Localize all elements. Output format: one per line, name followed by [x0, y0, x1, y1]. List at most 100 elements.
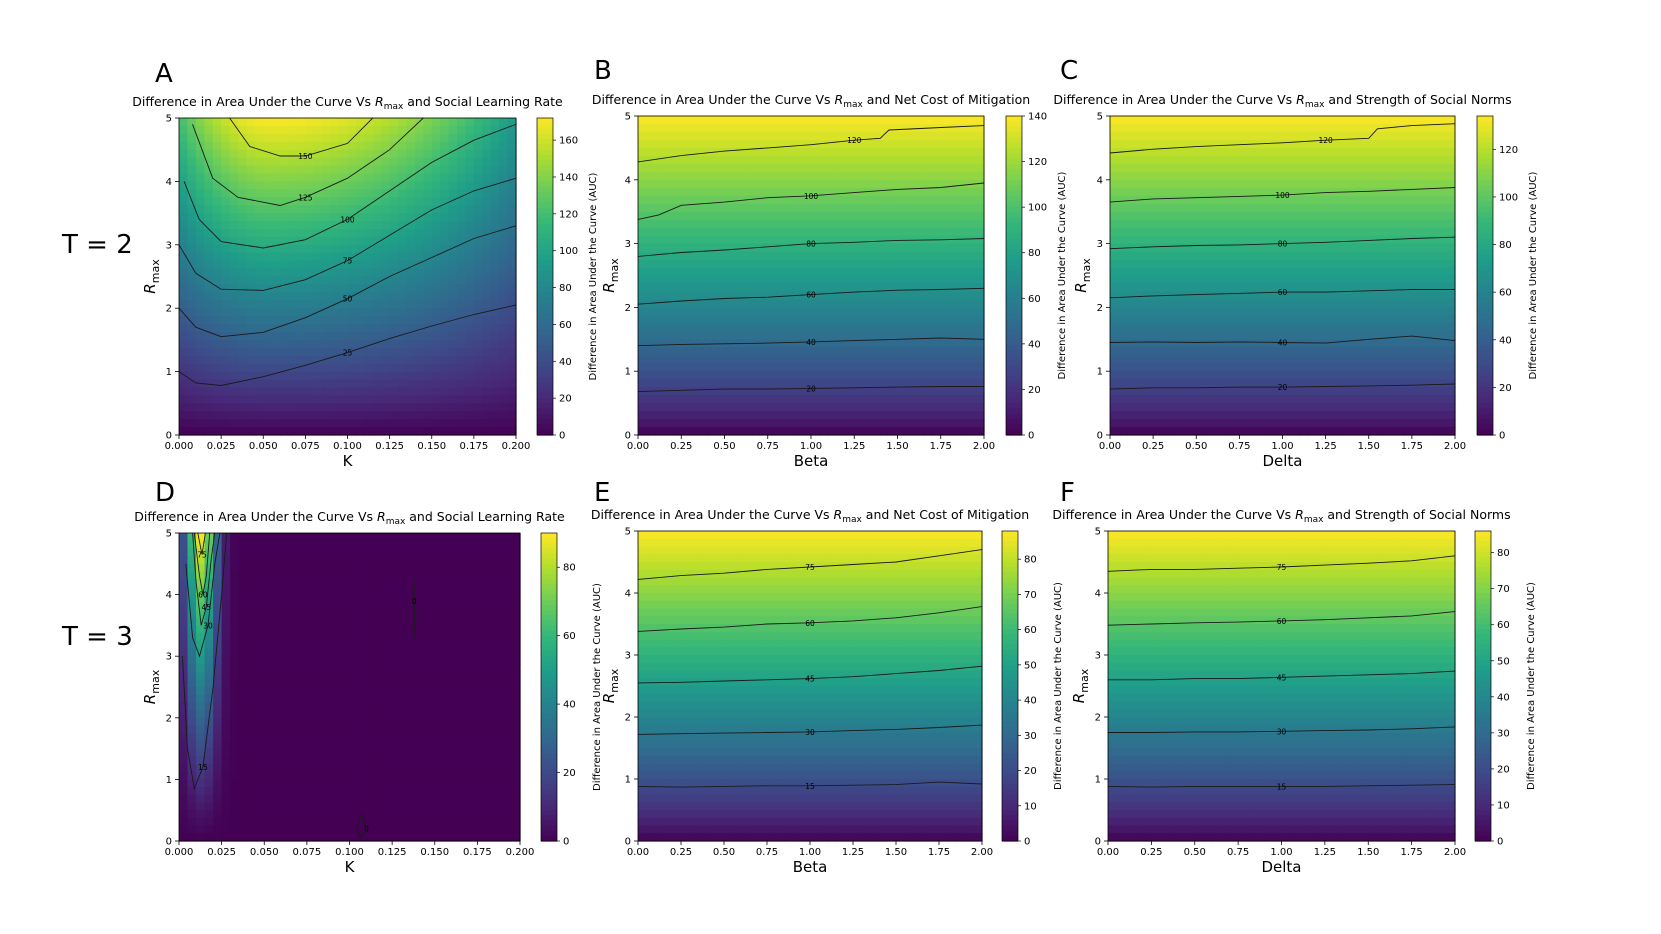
heatmap-cell	[1127, 123, 1137, 133]
heatmap-cell	[940, 283, 950, 293]
heatmap-cell	[263, 213, 273, 222]
heatmap-cell	[1179, 147, 1189, 157]
heatmap-cell	[221, 427, 231, 436]
heatmap-cell	[507, 244, 517, 254]
colorbar-segment	[537, 324, 553, 330]
heatmap-cell	[1377, 339, 1387, 348]
heatmap-cell	[819, 179, 829, 189]
heatmap-cell	[372, 149, 382, 159]
heatmap-cell	[263, 395, 273, 404]
heatmap-cell	[1161, 179, 1171, 189]
heatmap-cell	[465, 149, 475, 159]
heatmap-cell	[1248, 251, 1258, 261]
heatmap-cell	[271, 252, 281, 262]
heatmap-cell	[246, 244, 256, 254]
heatmap-cell	[793, 195, 803, 205]
heatmap-cell	[715, 243, 726, 253]
heatmap-cell	[1403, 195, 1413, 205]
panel-letter-c: C	[1060, 56, 1078, 86]
heatmap-cell	[448, 276, 458, 286]
heatmap-cell	[313, 355, 323, 365]
heatmap-cell	[288, 173, 298, 182]
heatmap-cell	[187, 324, 197, 333]
colorbar-tick-label: 20	[1028, 385, 1041, 396]
heatmap-cell	[793, 379, 803, 388]
heatmap-cell	[1351, 267, 1361, 277]
heatmap-cell	[689, 171, 700, 181]
heatmap-cell	[715, 427, 726, 436]
heatmap-cell	[1351, 395, 1361, 404]
heatmap-cell	[355, 427, 365, 436]
heatmap-cell	[1282, 299, 1292, 308]
heatmap-cell	[221, 355, 231, 365]
heatmap-cell	[1204, 116, 1215, 125]
heatmap-cell	[457, 316, 467, 325]
heatmap-cell	[507, 308, 517, 317]
heatmap-cell	[482, 141, 492, 151]
heatmap-cell	[1204, 219, 1215, 229]
heatmap-cell	[1325, 163, 1335, 173]
heatmap-cell	[507, 276, 517, 286]
heatmap-cell	[819, 355, 829, 364]
heatmap-cell	[1429, 147, 1439, 157]
heatmap-cell	[1334, 379, 1344, 388]
heatmap-cell	[1394, 387, 1404, 396]
y-axis-label-b: Rmax	[600, 258, 621, 293]
heatmap-cell	[414, 300, 424, 309]
heatmap-cell	[741, 227, 752, 237]
heatmap-cell	[1377, 187, 1387, 197]
heatmap-cell	[802, 315, 812, 324]
heatmap-cell	[1368, 179, 1378, 189]
heatmap-cell	[221, 197, 231, 206]
heatmap-cell	[932, 203, 942, 213]
heatmap-cell	[724, 219, 734, 229]
heatmap-cell	[322, 284, 332, 293]
heatmap-cell	[828, 179, 838, 189]
heatmap-cell	[313, 292, 323, 301]
heatmap-cell	[681, 131, 691, 141]
heatmap-cell	[776, 363, 786, 372]
heatmap-cell	[1204, 227, 1215, 237]
heatmap-cell	[785, 123, 795, 133]
heatmap-cell	[296, 419, 306, 428]
heatmap-cell	[793, 147, 803, 157]
heatmap-cell	[1360, 116, 1370, 125]
heatmap-cell	[339, 181, 349, 190]
heatmap-cell	[296, 213, 306, 222]
heatmap-cell	[914, 275, 925, 285]
heatmap-cell	[263, 157, 273, 167]
heatmap-cell	[1248, 235, 1258, 245]
heatmap-cell	[229, 149, 239, 159]
heatmap-cell	[966, 116, 976, 125]
heatmap-cell	[689, 379, 700, 388]
heatmap-cell	[724, 187, 734, 197]
heatmap-cell	[1248, 427, 1258, 436]
heatmap-cell	[1230, 123, 1240, 133]
heatmap-cell	[389, 149, 399, 159]
heatmap-cell	[1420, 179, 1430, 189]
heatmap-cell	[229, 403, 239, 412]
heatmap-cell	[975, 187, 985, 197]
heatmap-cell	[1334, 355, 1344, 364]
heatmap-cell	[179, 324, 189, 333]
heatmap-cell	[389, 331, 399, 341]
colorbar-segment	[537, 339, 553, 346]
heatmap-cell	[423, 395, 433, 404]
colorbar-segment	[537, 371, 553, 378]
heatmap-cell	[389, 355, 399, 365]
heatmap-cell	[305, 427, 315, 436]
heatmap-cell	[802, 419, 812, 428]
heatmap-cell	[1265, 371, 1275, 380]
heatmap-cell	[305, 324, 315, 333]
heatmap-cell	[398, 228, 408, 238]
heatmap-cell	[440, 118, 450, 127]
heatmap-cell	[347, 316, 357, 325]
heatmap-cell	[828, 171, 838, 181]
heatmap-cell	[759, 331, 769, 340]
heatmap-cell	[1144, 363, 1154, 372]
heatmap-cell	[1248, 171, 1258, 181]
heatmap-cell	[663, 267, 674, 277]
heatmap-cell	[372, 308, 382, 317]
heatmap-cell	[750, 323, 760, 332]
heatmap-cell	[322, 363, 332, 373]
